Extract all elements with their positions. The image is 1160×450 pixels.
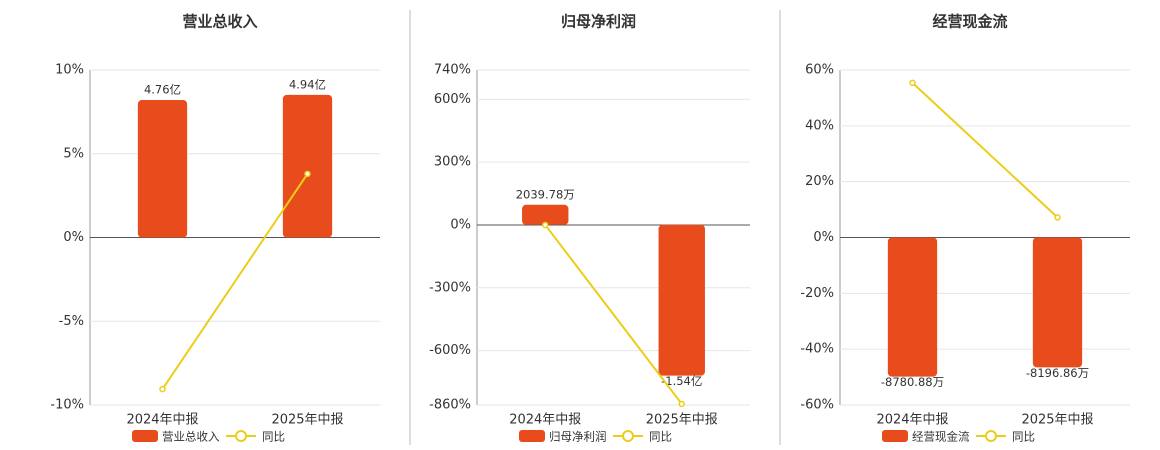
x-tick-label: 2025年中报 (646, 413, 718, 428)
chart-title: 归母净利润 (561, 13, 636, 31)
value-label: -1.54亿 (661, 374, 702, 388)
bar (1032, 237, 1083, 368)
line-point (909, 79, 916, 87)
legend-label: 同比 (1012, 430, 1035, 444)
y-tick-label: 5% (63, 146, 84, 161)
y-tick-label: -60% (800, 398, 834, 413)
line-point (304, 170, 311, 178)
y-tick-label: -10% (50, 398, 84, 413)
line (911, 82, 1059, 219)
y-tick-label: 10% (55, 63, 84, 78)
bar (282, 94, 333, 238)
legend-swatch (882, 430, 908, 442)
value-label: 2039.78万 (516, 187, 575, 201)
value-label: -8780.88万 (881, 375, 944, 389)
value-label: -8196.86万 (1026, 366, 1089, 380)
legend-label: 经营现金流 (912, 430, 970, 444)
legend-label: 同比 (262, 430, 285, 444)
chart-title: 经营现金流 (932, 13, 1007, 31)
x-tick-label: 2024年中报 (876, 413, 948, 428)
legend-label: 营业总收入 (162, 430, 220, 444)
x-tick-label: 2024年中报 (126, 413, 198, 428)
y-tick-label: 300% (434, 155, 471, 170)
line-point (1054, 214, 1061, 221)
legend-marker (985, 430, 997, 442)
y-tick-label: -5% (59, 314, 84, 329)
y-tick-label: 20% (805, 174, 834, 189)
y-tick-label: 0% (450, 217, 471, 232)
legend-swatch (132, 430, 158, 442)
y-tick-label: -20% (800, 286, 834, 301)
y-tick-label: -600% (429, 343, 471, 358)
legend-label: 归母净利润 (549, 430, 607, 444)
line (161, 173, 309, 390)
value-label: 4.76亿 (144, 83, 181, 97)
chart-title: 营业总收入 (182, 13, 257, 31)
y-tick-label: 60% (805, 63, 834, 78)
legend-label: 同比 (649, 430, 672, 444)
legend-swatch (519, 430, 545, 442)
y-tick-label: 600% (434, 92, 471, 107)
y-tick-label: 0% (813, 230, 834, 245)
legend-marker (235, 430, 247, 442)
bar (658, 224, 705, 376)
bar (522, 204, 569, 225)
x-tick-label: 2024年中报 (509, 413, 581, 428)
bar (137, 100, 188, 238)
line-point (159, 385, 166, 393)
line-point (542, 221, 549, 229)
y-tick-label: -40% (800, 342, 834, 357)
y-tick-label: 0% (63, 230, 84, 245)
x-tick-label: 2025年中报 (1021, 413, 1093, 428)
legend-marker (622, 430, 634, 442)
y-tick-label: -300% (429, 280, 471, 295)
x-tick-label: 2025年中报 (271, 413, 343, 428)
y-tick-label: -860% (429, 398, 471, 413)
line (544, 224, 683, 405)
y-tick-label: 740% (434, 63, 471, 78)
value-label: 4.94亿 (289, 77, 326, 91)
line-point (678, 400, 685, 408)
y-tick-label: 40% (805, 118, 834, 133)
bar (887, 237, 938, 377)
